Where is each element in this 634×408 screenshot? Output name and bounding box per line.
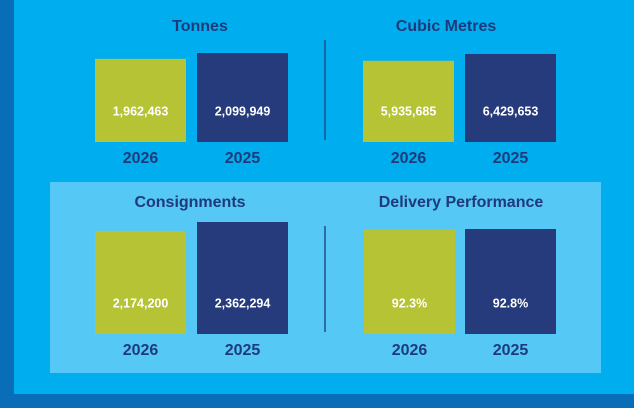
value-label: 1,962,463 (113, 104, 169, 118)
panel-title: Delivery Performance (379, 194, 544, 211)
year-label: 2026 (391, 150, 427, 167)
year-label: 2025 (225, 150, 261, 167)
bar (465, 229, 556, 334)
bar (197, 53, 288, 142)
year-label: 2025 (493, 150, 529, 167)
value-label: 2,362,294 (215, 296, 271, 310)
year-label: 2025 (493, 342, 529, 359)
year-label: 2025 (225, 342, 261, 359)
value-label: 92.8% (493, 296, 528, 310)
value-label: 92.3% (392, 296, 427, 310)
bar (363, 60, 454, 142)
value-label: 5,935,685 (381, 104, 437, 118)
panel-title: Consignments (134, 194, 245, 211)
bar (95, 230, 186, 334)
year-label: 2026 (123, 342, 159, 359)
value-label: 2,099,949 (215, 104, 271, 118)
panel-title: Tonnes (172, 18, 228, 35)
panel-title: Cubic Metres (396, 18, 497, 35)
year-label: 2026 (392, 342, 428, 359)
bar (95, 58, 186, 142)
year-label: 2026 (123, 150, 159, 167)
value-label: 6,429,653 (483, 104, 539, 118)
value-label: 2,174,200 (113, 296, 169, 310)
bar (364, 229, 455, 334)
bar (465, 54, 556, 142)
bar (197, 222, 288, 334)
